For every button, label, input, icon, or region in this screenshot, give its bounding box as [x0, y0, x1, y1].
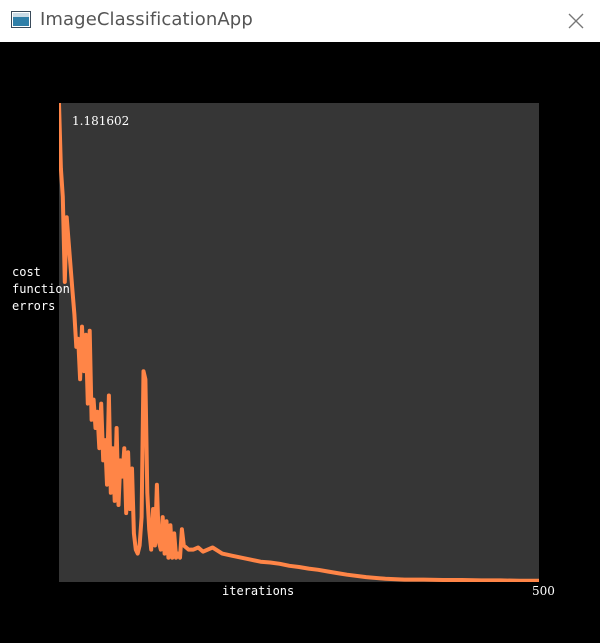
top-value-label: 1.181602 [72, 114, 130, 128]
y-axis-label-line: function [12, 282, 70, 296]
x-axis-label: iterations [222, 584, 295, 598]
close-icon [568, 13, 584, 29]
window-title: ImageClassificationApp [40, 9, 253, 30]
app-window-icon [11, 11, 31, 28]
plot-area [59, 103, 539, 582]
close-button[interactable] [552, 0, 600, 42]
y-axis-label-line: errors [12, 299, 56, 313]
y-axis-label: cost function errors [12, 264, 70, 315]
x-axis-max-label: 500 [532, 584, 555, 598]
cost-series-line [59, 103, 539, 582]
cost-chart [59, 103, 539, 582]
window-titlebar[interactable]: ImageClassificationApp [0, 0, 600, 42]
y-axis-label-line: cost [12, 265, 41, 279]
